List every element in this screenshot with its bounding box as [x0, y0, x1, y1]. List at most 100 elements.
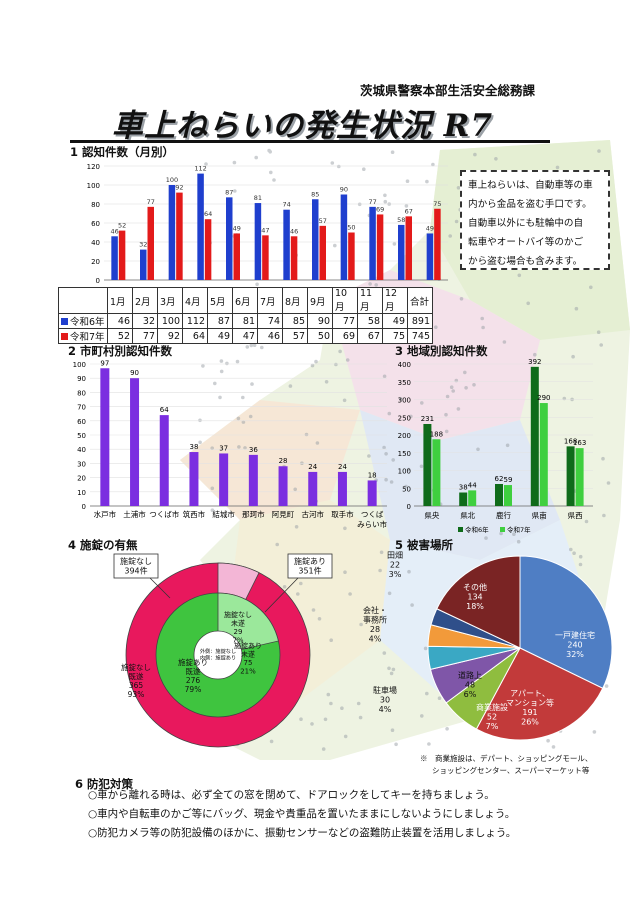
data-label: 188 — [430, 430, 443, 438]
x-tick-label: 取手市 — [331, 509, 354, 519]
table-cell: 75 — [382, 328, 408, 344]
label-line: マンション等 — [506, 698, 554, 708]
map-dot — [574, 306, 579, 311]
map-dot — [204, 162, 208, 166]
map-dot — [431, 162, 435, 167]
label-line: 既遂 — [186, 666, 201, 676]
bar-municipality — [100, 368, 110, 506]
label-line: 240 — [567, 641, 582, 650]
bar-municipality — [159, 415, 169, 506]
map-dot — [434, 325, 438, 330]
place-chart-title: 5 被害場所 — [395, 538, 454, 552]
map-dot — [499, 531, 503, 536]
map-dot — [272, 178, 276, 182]
page-title: 車上ねらいの発生状況 R7 — [112, 108, 494, 144]
map-dot — [311, 608, 316, 612]
bar-r6 — [140, 249, 147, 280]
map-dot — [569, 547, 573, 552]
map-dot — [410, 603, 414, 607]
table-cell: 77 — [132, 328, 158, 344]
lock-chart-title: 4 施錠の有無 — [68, 538, 138, 552]
label-line: 32% — [566, 650, 584, 659]
bar-r6 — [111, 236, 118, 280]
data-label: 90 — [130, 369, 139, 377]
label-line: 外側：施錠なし — [200, 647, 236, 655]
x-tick-label: 県北 — [460, 511, 475, 520]
map-dot — [384, 477, 388, 482]
legend-swatch — [500, 527, 505, 532]
bar-r7 — [118, 230, 126, 280]
data-label: 100 — [166, 176, 178, 184]
slice-label: アパート、マンション等 191 26% — [506, 689, 554, 727]
description-note: 車上ねらいは、自動車等の車 内から金品を盗む手口です。 自動車以外にも駐輪中の自… — [460, 170, 610, 270]
map-dot — [250, 382, 254, 386]
map-dot — [387, 591, 392, 596]
map-dot — [219, 359, 224, 363]
table-cell: 112 — [182, 313, 208, 329]
map-dot — [448, 234, 453, 238]
map-dot — [237, 445, 241, 449]
table-header-cell: 2月 — [132, 287, 158, 314]
table-cell: 49 — [382, 313, 408, 329]
map-dot — [387, 411, 392, 416]
map-dot — [526, 301, 530, 306]
table-cell: 74 — [257, 313, 283, 329]
map-dot — [241, 395, 245, 400]
table-header-cell: 7月 — [257, 287, 283, 314]
map-dot — [268, 150, 273, 154]
map-dot — [445, 394, 450, 399]
map-dot — [407, 569, 411, 574]
map-dot — [356, 701, 361, 706]
map-dot — [374, 283, 379, 287]
map-dot — [476, 447, 480, 452]
table-cell: 58 — [357, 313, 383, 329]
map-dot — [317, 617, 322, 621]
table-header-cell: 12月 — [382, 287, 408, 314]
y-tick-label: 0 — [96, 277, 100, 285]
map-dot — [473, 152, 477, 157]
y-tick-label: 300 — [398, 397, 411, 405]
map-dot — [428, 346, 432, 351]
callout-line — [264, 577, 299, 613]
table-header-cell: 4月 — [182, 287, 208, 314]
label-line: 未遂 — [231, 619, 245, 628]
map-dot — [404, 204, 409, 208]
bar-r6 — [495, 483, 503, 506]
map-dot — [269, 739, 274, 744]
map-dot — [584, 519, 589, 524]
map-dot — [427, 742, 431, 746]
map-dot — [233, 189, 237, 193]
table-corner — [58, 287, 108, 314]
table-cell: 85 — [282, 313, 308, 329]
map-dot — [329, 638, 334, 642]
label-line: 134 — [467, 593, 482, 602]
bar-r7 — [376, 214, 384, 280]
map-dot — [445, 727, 449, 731]
map-dot — [252, 343, 257, 348]
map-dot — [454, 378, 459, 383]
table-cell: 77 — [332, 313, 358, 329]
x-tick-label: 阿見町 — [272, 510, 295, 519]
map-dot — [382, 445, 386, 450]
y-tick-label: 100 — [398, 468, 411, 476]
legend-swatch-r6 — [61, 318, 68, 325]
map-dot — [517, 273, 522, 278]
map-dot — [342, 398, 347, 403]
map-dot — [359, 622, 363, 627]
map-dot — [596, 330, 601, 335]
x-tick-label: 筑西市 — [183, 509, 206, 519]
label-line: 施錠なし — [224, 610, 252, 619]
map-dot — [378, 568, 382, 573]
x-tick-label: みらい市 — [357, 519, 387, 529]
bar-r6 — [426, 233, 434, 280]
data-label: 87 — [225, 188, 233, 196]
data-label: 77 — [368, 198, 376, 206]
map-dot — [420, 401, 424, 405]
data-label: 59 — [504, 476, 513, 484]
bar-r6 — [197, 173, 204, 280]
note-line: 車上ねらいは、自動車等の車 — [468, 180, 593, 191]
map-dot — [324, 380, 329, 384]
y-tick-label: 60 — [91, 220, 100, 228]
prevention-item: ○車から離れる時は、必ず全ての窓を閉めて、ドアロックをしてキーを持ちましょう。 — [88, 789, 495, 801]
bar-r6 — [369, 206, 376, 280]
